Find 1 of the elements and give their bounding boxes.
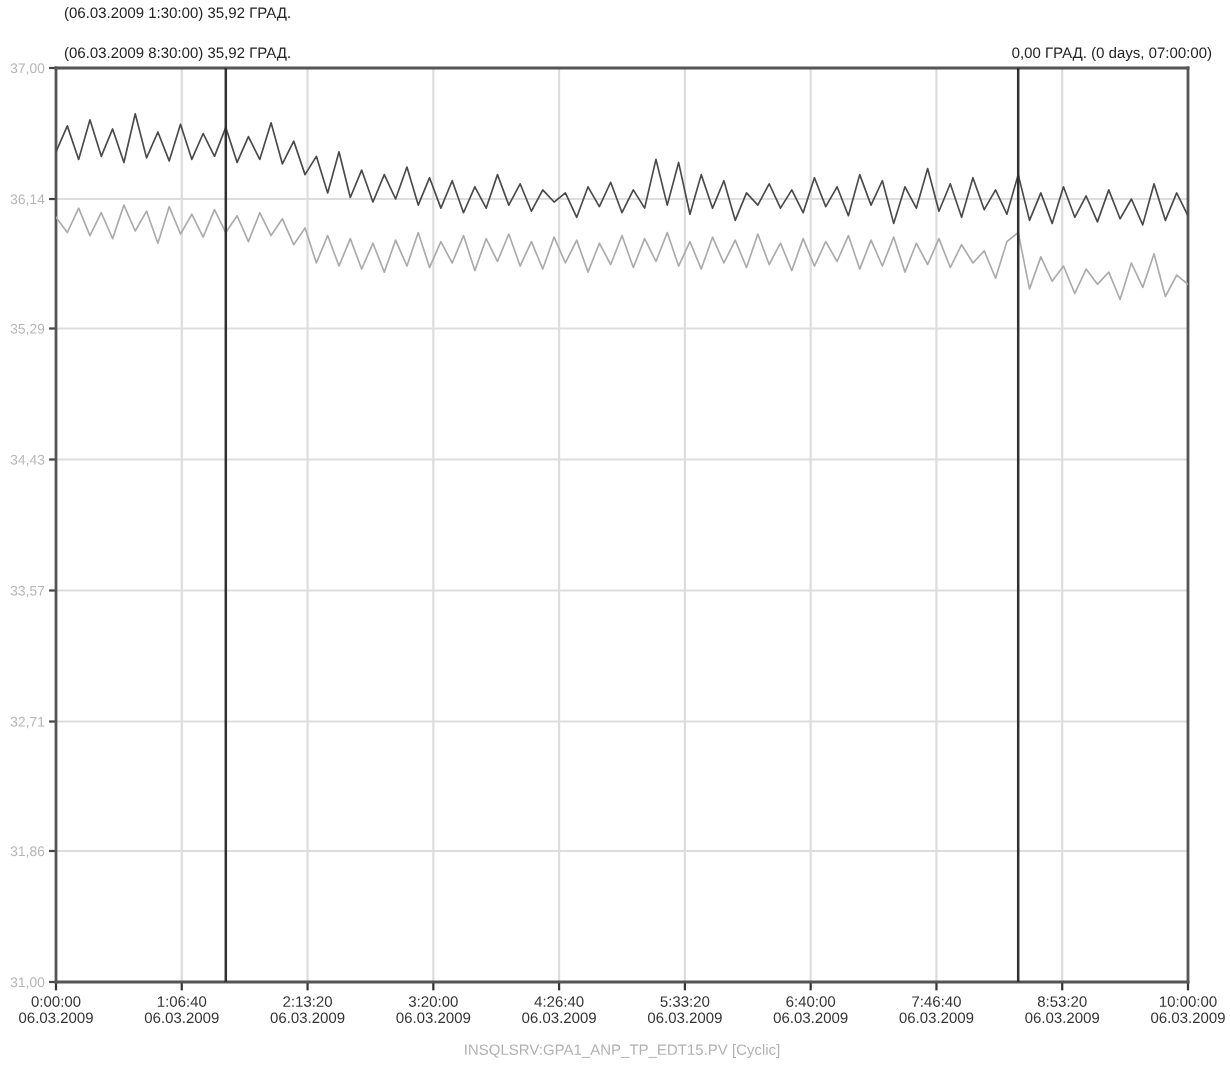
line-series <box>56 204 1188 301</box>
